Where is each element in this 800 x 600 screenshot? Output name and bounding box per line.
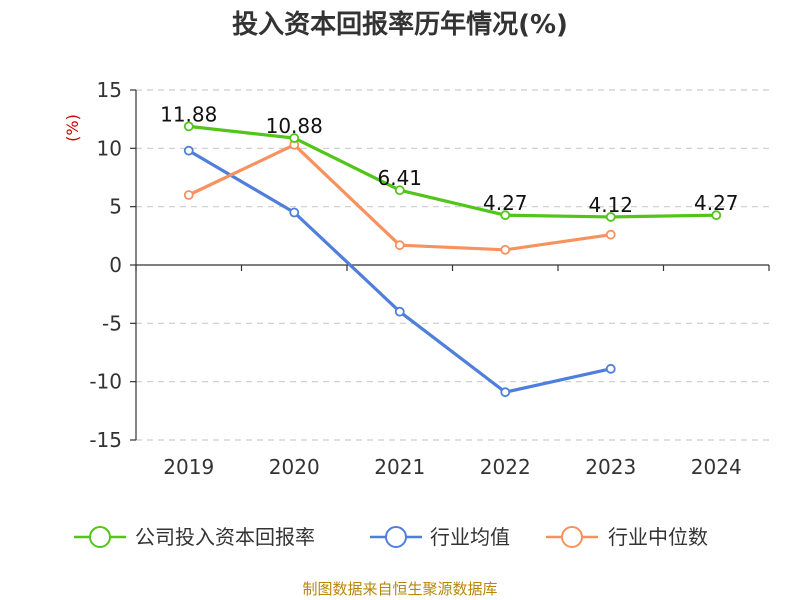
y-tick-label: 5: [109, 195, 122, 219]
data-point: [183, 145, 194, 156]
y-axis-label: (%): [63, 114, 82, 142]
y-tick-label: -10: [89, 370, 122, 394]
data-point: [500, 244, 511, 255]
x-tick-label: 2022: [480, 455, 531, 479]
x-tick-label: 2020: [269, 455, 320, 479]
source-note: 制图数据来自恒生聚源数据库: [302, 580, 497, 598]
data-point: [711, 210, 722, 221]
data-point: [500, 387, 511, 398]
x-tick-label: 2024: [691, 455, 742, 479]
legend-marker: [561, 526, 583, 548]
legend-marker: [89, 526, 111, 548]
y-tick-label: 0: [109, 253, 122, 277]
series-line: [188, 124, 717, 219]
data-point: [394, 185, 405, 196]
data-point: [605, 363, 616, 374]
data-label: 6.41: [377, 166, 422, 190]
legend-marker: [385, 526, 407, 548]
legend-label: 行业中位数: [608, 525, 708, 549]
data-labels: 11.88 10.88 6.41 4.27 4.12 4.27: [160, 102, 738, 217]
data-point: [289, 207, 300, 218]
x-tick-label: 2023: [585, 455, 636, 479]
y-tick-label: -5: [102, 311, 122, 335]
y-tick-label: 15: [97, 78, 122, 102]
data-point: [500, 210, 511, 221]
data-label: 11.88: [160, 102, 217, 126]
x-tick-label: 2019: [163, 455, 214, 479]
data-point: [394, 306, 405, 317]
data-point: [394, 240, 405, 251]
data-point: [289, 133, 300, 143]
legend-label: 行业均值: [430, 525, 510, 549]
series-line: [188, 143, 611, 252]
data-point: [183, 190, 194, 200]
data-point: [605, 212, 616, 222]
y-tick-label: 10: [97, 136, 122, 160]
legend: 公司投入资本回报率 行业均值 行业中位数: [74, 525, 708, 549]
data-label: 4.27: [694, 191, 739, 215]
data-label: 10.88: [266, 114, 323, 138]
data-point: [605, 229, 616, 240]
data-label: 4.12: [588, 193, 633, 217]
data-point: [183, 121, 194, 132]
chart-title: 投入资本回报率历年情况(%): [232, 9, 568, 40]
axes: 15 10 5 0 -5 -10 -15 2019 2020 2021 2022 2023 2024: [89, 78, 770, 479]
legend-label: 公司投入资本回报率: [135, 525, 315, 549]
x-tick-label: 2021: [374, 455, 425, 479]
y-tick-label: -15: [89, 428, 122, 452]
series-group: [183, 121, 722, 398]
data-label: 4.27: [483, 191, 528, 215]
